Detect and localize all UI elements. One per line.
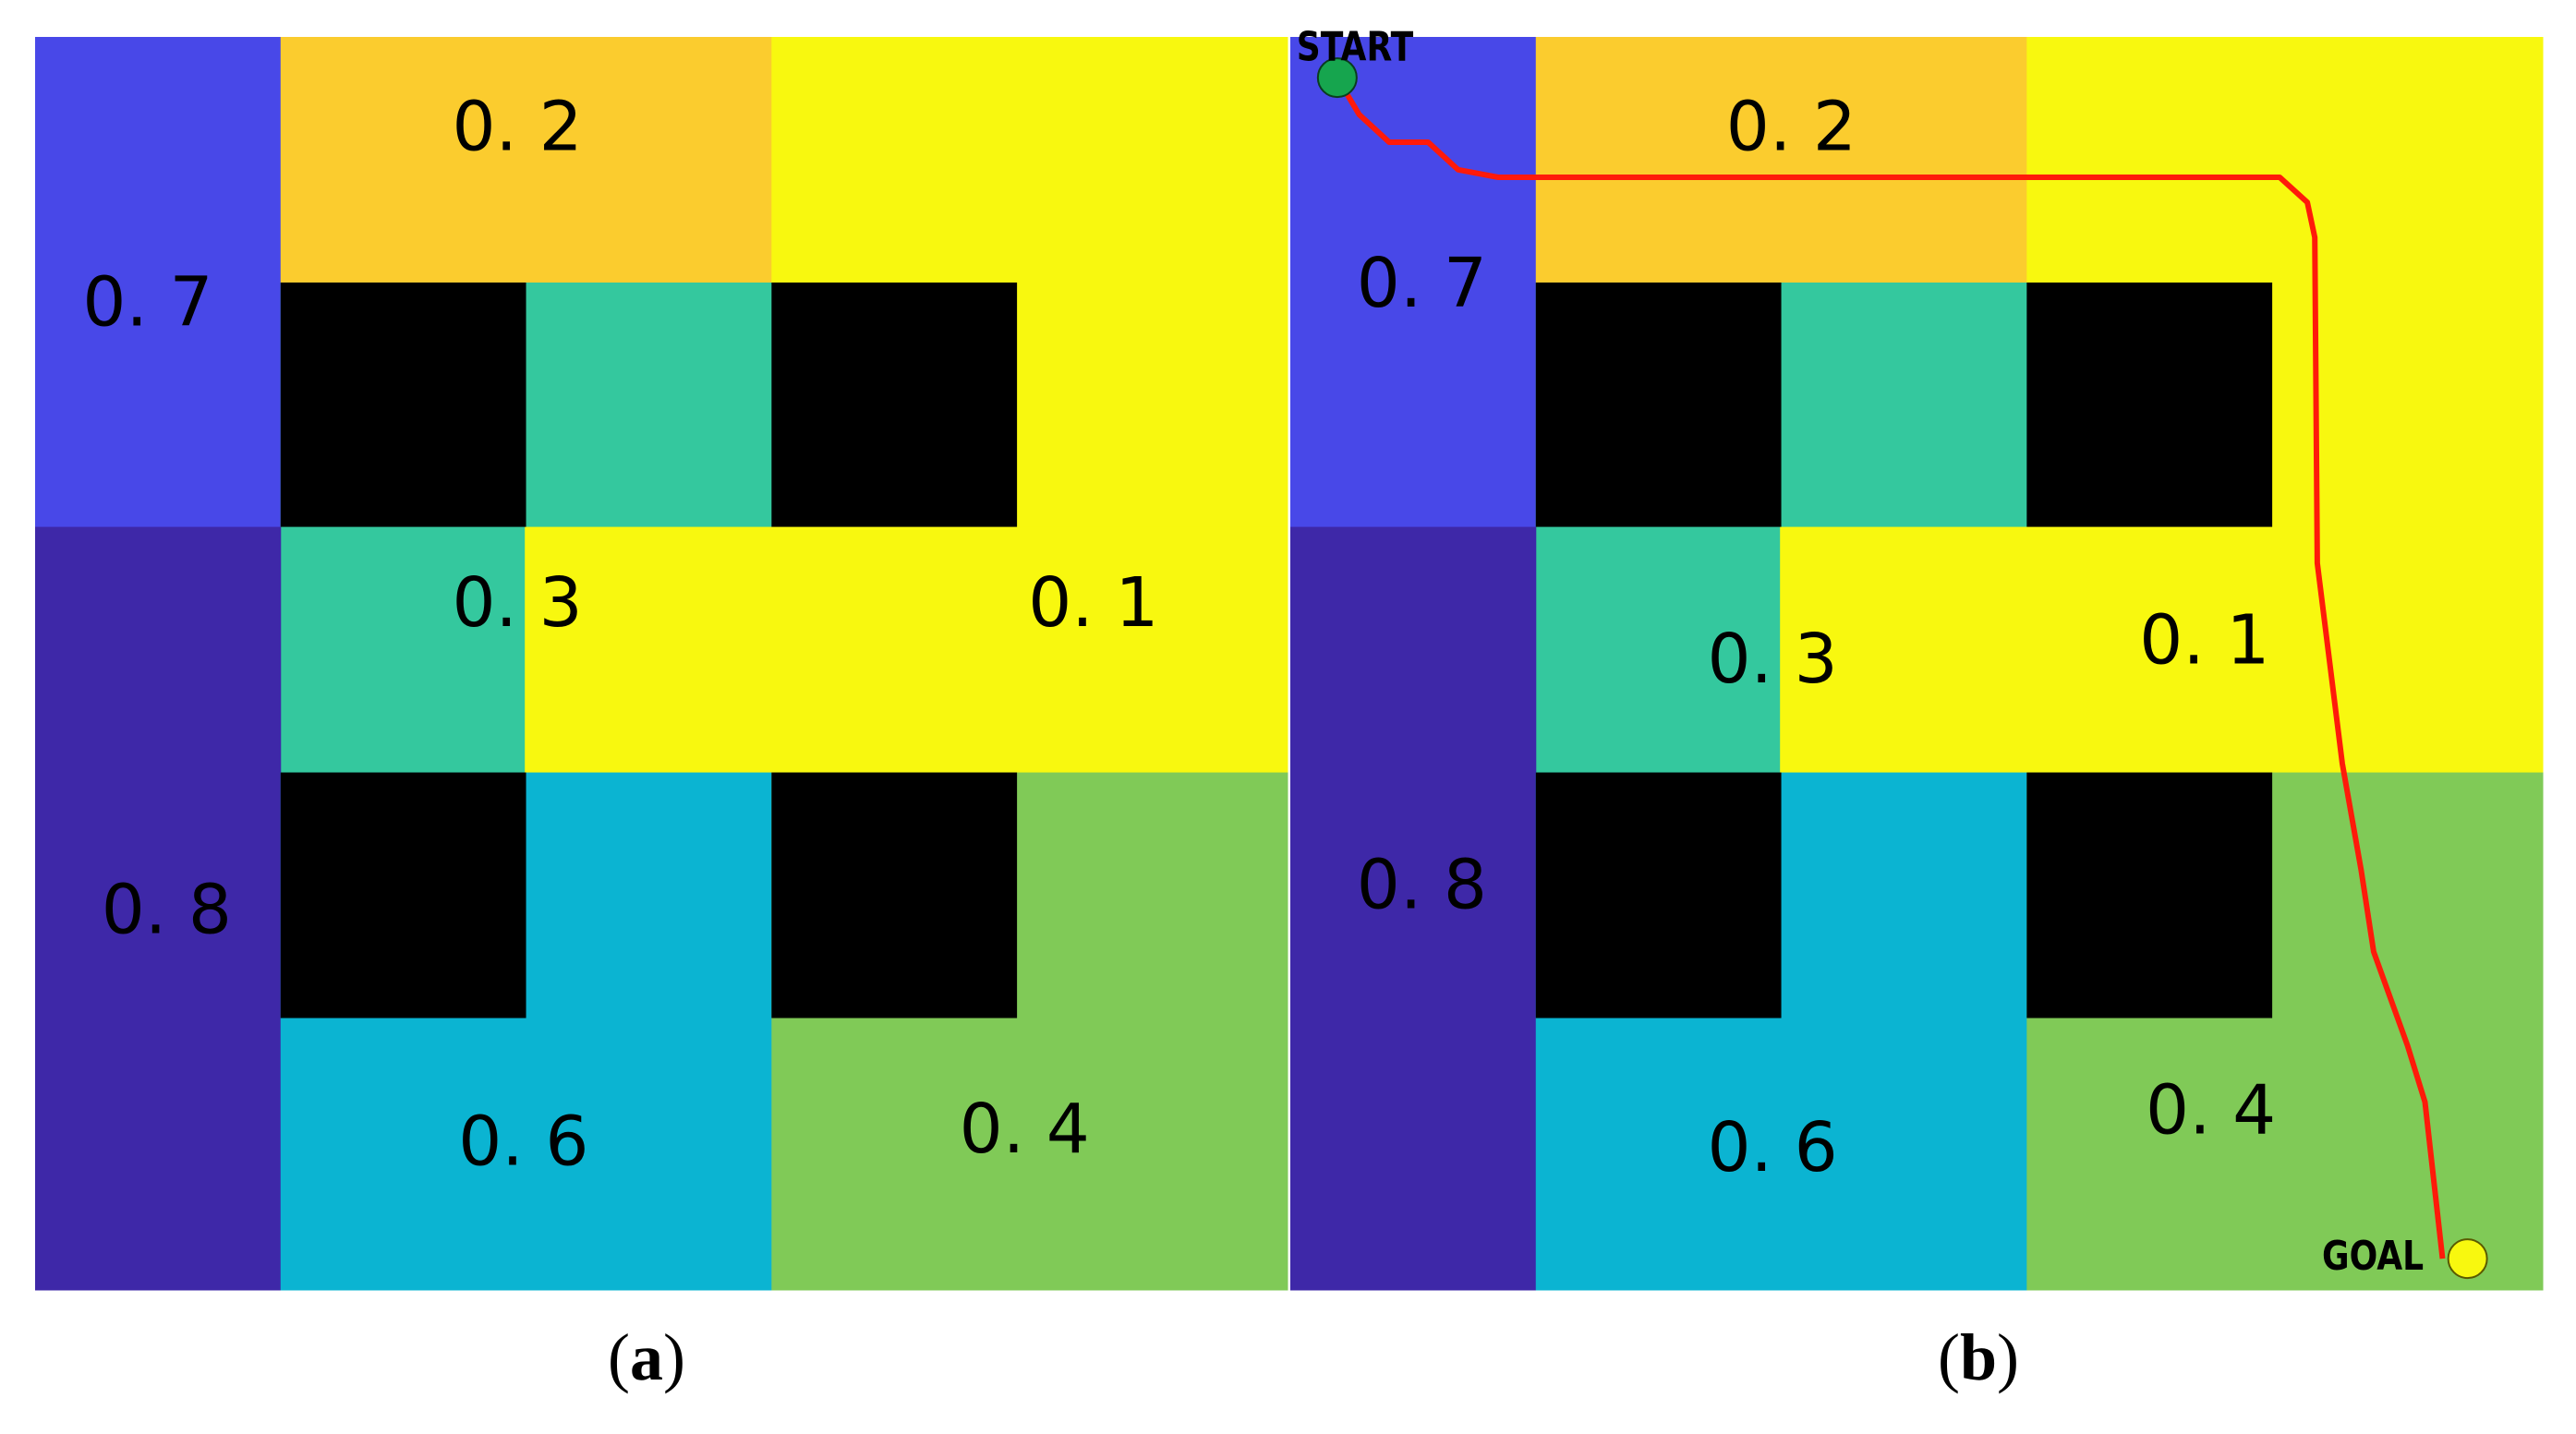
region-label-r08: 0. 8 [1357, 845, 1487, 924]
obstacle-block [1535, 772, 1782, 1018]
panel-b-map: 0. 7 0. 2 0. 3 0. 1 0. 8 0. 6 0. 4 START GOAL [1290, 24, 2544, 1291]
panel-a-map: 0. 7 0. 2 0. 3 0. 1 0. 8 0. 6 0. 4 [35, 37, 1288, 1291]
region-label-r08: 0. 8 [102, 870, 232, 949]
region-label-r06: 0. 6 [458, 1102, 588, 1181]
obstacle-block [2026, 282, 2273, 527]
region-label-r03: 0. 3 [1707, 620, 1837, 699]
region-label-r06: 0. 6 [1707, 1108, 1837, 1187]
region-label-r07: 0. 7 [82, 262, 212, 342]
caption-panel-b: (b) [1937, 1320, 2019, 1394]
caption-panel-a: (a) [608, 1320, 685, 1394]
region-r02 [280, 37, 772, 283]
region-r08 [1290, 526, 1537, 1291]
planned-path [1335, 76, 2446, 1259]
region-label-r02: 0. 2 [452, 87, 582, 166]
region-r07 [1290, 37, 1537, 528]
obstacle-block [280, 772, 526, 1018]
region-label-r03: 0. 3 [452, 563, 582, 643]
obstacle-block [771, 282, 1018, 527]
region-r01 [525, 526, 1288, 774]
region-r02 [1535, 37, 2027, 283]
start-label: START [1297, 24, 1414, 70]
start-marker [1316, 57, 1358, 99]
goal-label: GOAL [2322, 1234, 2424, 1280]
obstacle-block [2026, 772, 2273, 1018]
region-label-r04: 0. 4 [960, 1090, 1090, 1169]
region-r01 [1780, 526, 2544, 774]
region-r07 [35, 37, 282, 528]
obstacle-block [771, 772, 1018, 1018]
region-r08 [35, 526, 282, 1291]
region-label-r04: 0. 4 [2146, 1071, 2276, 1151]
obstacle-block [1535, 282, 1782, 527]
region-label-r01: 0. 1 [2139, 601, 2269, 681]
region-label-r02: 0. 2 [1726, 87, 1856, 166]
region-label-r07: 0. 7 [1357, 244, 1487, 323]
region-label-r01: 0. 1 [1028, 563, 1158, 643]
goal-marker [2447, 1238, 2488, 1280]
obstacle-block [280, 282, 526, 527]
